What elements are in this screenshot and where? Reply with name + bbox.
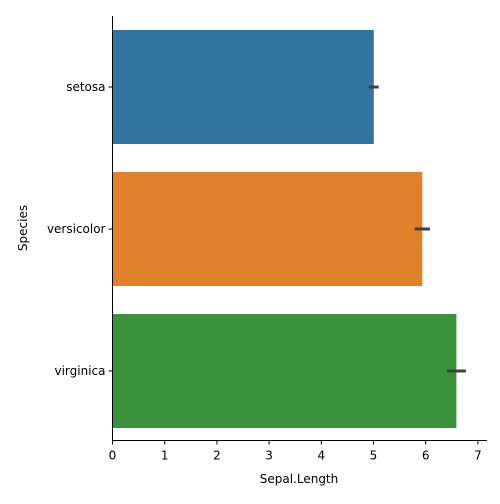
- bars-layer: [112, 30, 457, 428]
- y-ticks-layer: setosa versicolor virginica: [47, 80, 113, 378]
- x-tick-label-5: 5: [370, 449, 378, 463]
- x-tick-label-7: 7: [474, 449, 482, 463]
- x-tick-label-6: 6: [422, 449, 430, 463]
- y-tick-label-setosa: setosa: [66, 80, 105, 94]
- x-tick-label-3: 3: [265, 449, 273, 463]
- x-axis-label: Sepal.Length: [260, 472, 339, 486]
- x-tick-label-0: 0: [109, 449, 117, 463]
- bar-setosa: [112, 30, 374, 144]
- x-tick-label-4: 4: [317, 449, 325, 463]
- y-axis-label: Species: [16, 205, 30, 251]
- bar-virginica: [112, 314, 457, 428]
- y-tick-label-virginica: virginica: [55, 364, 106, 378]
- x-tick-label-1: 1: [161, 449, 169, 463]
- x-ticks-layer: 0 1 2 3 4 5 6 7: [109, 440, 482, 463]
- bar-versicolor: [112, 172, 423, 286]
- x-tick-label-2: 2: [213, 449, 221, 463]
- y-tick-label-versicolor: versicolor: [47, 222, 106, 236]
- error-bars-layer: [368, 85, 466, 373]
